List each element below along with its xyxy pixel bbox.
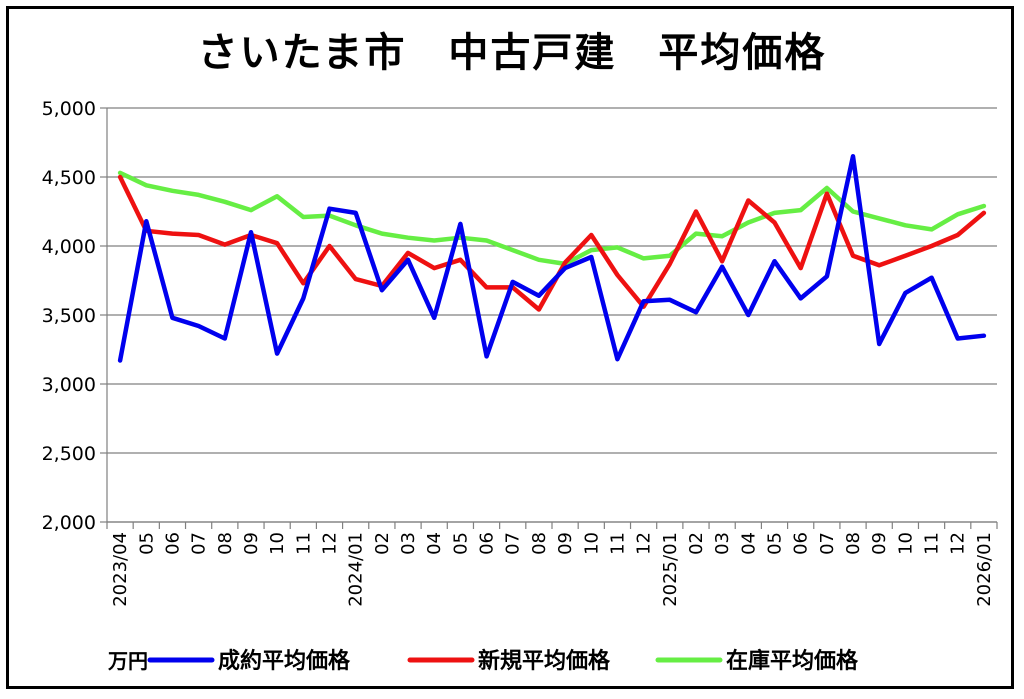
x-tick-label: 09 — [241, 532, 262, 555]
x-tick-label: 07 — [503, 532, 524, 555]
x-tick-label: 05 — [136, 532, 157, 555]
x-tick-label: 04 — [738, 532, 759, 555]
legend-label: 成約平均価格 — [218, 648, 351, 674]
x-tick-label: 08 — [843, 532, 864, 555]
x-tick-label: 2025/01 — [660, 532, 681, 607]
x-tick-label: 08 — [529, 532, 550, 555]
x-tick-label: 07 — [817, 532, 838, 555]
x-tick-label: 05 — [765, 532, 786, 555]
x-tick-label: 2024/01 — [346, 532, 367, 607]
x-tick-label: 03 — [712, 532, 733, 555]
y-tick-label: 2,500 — [42, 443, 96, 465]
x-tick-label: 07 — [189, 532, 210, 555]
x-tick-label: 02 — [372, 532, 393, 555]
x-tick-label: 10 — [267, 532, 288, 555]
x-tick-label: 12 — [948, 532, 969, 555]
x-tick-label: 09 — [555, 532, 576, 555]
y-axis-ticks: 2,000 2,500 3,000 3,500 4,000 4,500 5,000 — [42, 98, 107, 534]
legend-label: 在庫平均価格 — [726, 648, 859, 674]
y-tick-label: 2,000 — [42, 512, 96, 534]
x-axis-ticks: 2023/04 05 06 07 08 09 10 11 12 2024/01 02 03 04 05 06… — [106, 522, 998, 607]
y-tick-label: 4,500 — [42, 167, 96, 189]
x-tick-label: 2023/04 — [110, 532, 131, 607]
series-line — [117, 170, 987, 267]
legend: 万円 成約平均価格 新規平均価格 在庫平均価格 — [107, 648, 859, 674]
x-tick-label: 05 — [450, 532, 471, 555]
y-tick-label: 3,500 — [42, 305, 96, 327]
x-tick-label: 12 — [320, 532, 341, 555]
unit-label: 万円 — [107, 649, 148, 673]
x-tick-label: 11 — [607, 532, 628, 555]
x-tick-label: 2026/01 — [974, 532, 995, 607]
x-tick-label: 11 — [922, 532, 943, 555]
x-tick-label: 06 — [162, 532, 183, 555]
y-tick-label: 3,000 — [42, 374, 96, 396]
legend-label: 新規平均価格 — [478, 648, 611, 674]
gridlines — [106, 107, 997, 523]
x-tick-label: 10 — [581, 532, 602, 555]
chart-frame — [6, 6, 1014, 689]
x-tick-label: 09 — [869, 532, 890, 555]
x-tick-label: 06 — [791, 532, 812, 555]
x-tick-label: 08 — [215, 532, 236, 555]
x-tick-label: 12 — [634, 532, 655, 555]
x-tick-label: 02 — [686, 532, 707, 555]
chart-title: さいたま市 中古戸建 平均価格 — [197, 30, 827, 76]
y-tick-label: 4,000 — [42, 236, 96, 258]
x-tick-label: 10 — [895, 532, 916, 555]
x-tick-label: 04 — [424, 532, 445, 555]
y-tick-label: 5,000 — [42, 98, 96, 120]
x-tick-label: 06 — [477, 532, 498, 555]
series-line — [117, 154, 987, 363]
series-lines — [117, 154, 987, 363]
x-tick-label: 03 — [398, 532, 419, 555]
x-tick-label: 11 — [293, 532, 314, 555]
